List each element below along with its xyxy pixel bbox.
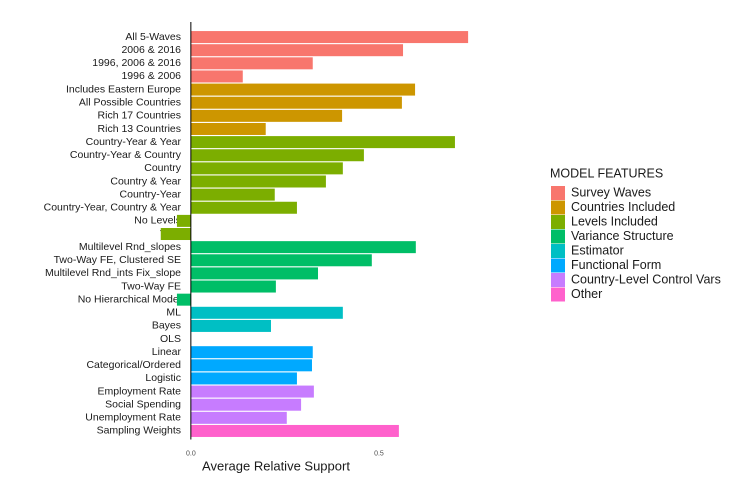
bar [190,96,402,109]
y-tick-label: Country & Year [110,175,181,187]
y-tick-label: Social Spending [105,398,181,410]
legend-label: Variance Structure [571,229,674,243]
y-tick-label: No Hierarchical Model [78,293,181,305]
bar [190,346,313,359]
y-tick-label: Categorical/Ordered [86,359,181,371]
y-tick-label: Two-Way FE [121,280,181,292]
bar [190,83,416,96]
bar [190,280,276,293]
legend-swatch [551,186,565,200]
bar [190,359,312,372]
x-axis-title: Average Relative Support [202,458,350,473]
legend-label: Countries Included [571,200,675,214]
bar [190,398,302,411]
bar [190,44,404,57]
legend-swatch [551,258,565,273]
legend-swatch [551,200,565,215]
y-tick-label: Sampling Weights [97,425,181,437]
bar [190,319,271,332]
bar [190,241,416,254]
bar [190,70,243,83]
bar [176,293,191,306]
y-tick-label: Rich 13 Countries [98,123,181,135]
y-tick-label: ML [166,307,181,319]
bar [190,267,319,280]
bar [190,175,326,188]
y-tick-label: Bayes [152,320,181,332]
y-tick-label: No Levels [134,215,181,227]
y-tick-label: Multilevel Rnd_slopes [79,241,181,253]
legend-swatch [551,215,565,229]
y-tick-label: Logistic [145,372,181,384]
bar [190,57,313,70]
y-tick-label: Multilevel Rnd_ints Fix_slope [45,267,181,279]
bar [190,122,266,135]
legend-label: Levels Included [571,214,658,228]
bar [190,162,343,175]
legend-title: MODEL FEATURES [550,166,663,180]
bar [190,411,287,424]
y-tick-label: Includes Eastern Europe [66,83,181,95]
y-tick-label: Employment Rate [98,385,182,397]
legend-swatch [551,287,565,302]
legend-swatch [551,229,565,244]
bar [190,201,297,214]
legend-label: Functional Form [571,258,661,272]
legend-label: Estimator [571,243,624,257]
y-tick-label: 1996, 2006 & 2016 [92,57,181,69]
bar [190,385,314,398]
legend-swatch [551,244,565,258]
y-tick-label: Country-Year & Year [86,136,182,148]
bar [176,214,191,227]
legend-label: Survey Waves [571,185,651,199]
y-tick-label: Linear [152,346,182,358]
bar [190,109,343,122]
y-tick-label: Country-Year, Country & Year [44,202,182,214]
bar [190,31,469,44]
bar [190,254,372,267]
y-tick-label: Country [144,162,182,174]
bar [190,149,364,162]
legend-label: Other [571,287,602,301]
bar [190,372,297,385]
bar [190,306,343,319]
y-tick-label: Country-Year & Country [70,149,182,161]
y-tick-label: Unemployment Rate [85,412,181,424]
y-tick-label: Two-Way FE, Clustered SE [54,254,181,266]
y-tick-label: 2006 & 2016 [121,44,181,56]
y-tick-label: OLS [160,333,181,345]
bar [160,228,191,241]
legend-label: Country-Level Control Vars [571,272,721,286]
bar [190,188,275,201]
y-tick-label: All 5-Waves [125,31,181,43]
bar [190,136,455,149]
x-tick-label: 0.0 [186,450,196,457]
y-tick-label: Rich 17 Countries [98,110,181,122]
y-tick-label: Country-Year [120,188,182,200]
y-tick-label: All Possible Countries [79,96,181,108]
bar [190,424,399,437]
x-tick-label: 0.5 [374,450,384,457]
legend-swatch [551,273,565,287]
y-tick-label: 1996 & 2006 [121,70,181,82]
